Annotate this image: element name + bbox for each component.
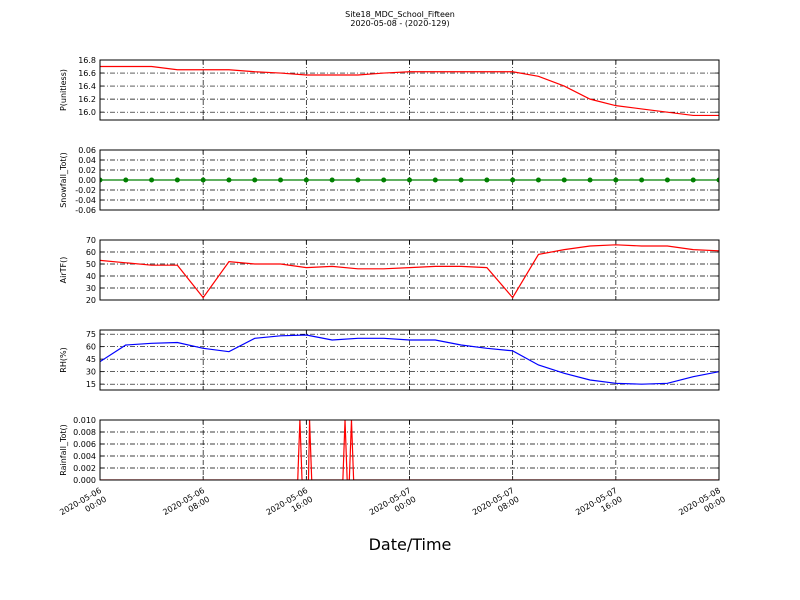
- y-tick-label: 75: [86, 330, 96, 339]
- y-tick-label: 50: [86, 260, 96, 269]
- data-line: [100, 65, 719, 117]
- y-axis-label: AirTF(): [59, 257, 68, 284]
- y-tick-label: 16.0: [78, 108, 96, 117]
- data-point: [587, 177, 593, 183]
- y-axis-label: RH(%): [59, 347, 68, 372]
- data-point: [226, 177, 232, 183]
- y-tick-label: 0.06: [78, 146, 96, 155]
- data-point: [561, 177, 567, 183]
- axes-frame: [99, 239, 720, 301]
- plot-area: [100, 177, 719, 183]
- y-axis-label: Rainfall_Tot(): [59, 424, 68, 476]
- data-point: [252, 177, 258, 183]
- y-tick-label: -0.04: [75, 196, 96, 205]
- data-line: [100, 244, 719, 299]
- y-axis-label: Snowfall_Tot(): [59, 152, 68, 208]
- y-tick-label: 16.6: [78, 69, 96, 78]
- data-point: [664, 177, 670, 183]
- y-axis-label: P(unitless): [59, 69, 68, 111]
- axes-frame: [99, 419, 720, 481]
- y-tick-label: 0.002: [73, 464, 96, 473]
- y-tick-label: 0.00: [78, 176, 96, 185]
- data-point: [123, 177, 129, 183]
- y-tick-label: 20: [86, 296, 96, 305]
- data-point: [303, 177, 309, 183]
- data-point: [100, 177, 103, 183]
- y-tick-label: 16.8: [78, 56, 96, 65]
- data-point: [278, 177, 284, 183]
- chart-subtitle: 2020-05-08 - (2020-129): [350, 19, 449, 28]
- y-tick-label: 30: [86, 368, 96, 377]
- data-point: [432, 177, 438, 183]
- y-tick-label: 0.008: [73, 428, 96, 437]
- axes-frame: [99, 149, 720, 211]
- y-tick-label: 16.4: [78, 82, 96, 91]
- data-point: [535, 177, 541, 183]
- y-tick-label: 0.04: [78, 156, 96, 165]
- data-point: [174, 177, 180, 183]
- data-point: [458, 177, 464, 183]
- data-point: [639, 177, 645, 183]
- plot-area: [100, 420, 719, 480]
- y-tick-label: 0.006: [73, 440, 96, 449]
- data-line: [100, 420, 719, 480]
- data-point: [329, 177, 335, 183]
- y-tick-label: 40: [86, 272, 96, 281]
- data-point: [690, 177, 696, 183]
- data-point: [613, 177, 619, 183]
- y-tick-label: 70: [86, 236, 96, 245]
- data-point: [407, 177, 412, 183]
- y-tick-label: 0.000: [73, 476, 96, 485]
- y-tick-label: 60: [86, 248, 96, 257]
- data-point: [716, 177, 719, 183]
- y-tick-label: 0.010: [73, 416, 96, 425]
- axes-frame: [99, 329, 720, 391]
- y-tick-label: -0.02: [75, 186, 96, 195]
- y-tick-label: 45: [86, 355, 96, 364]
- y-tick-label: 60: [86, 343, 96, 352]
- y-tick-label: 15: [86, 380, 96, 389]
- data-point: [200, 177, 206, 183]
- y-tick-label: 30: [86, 284, 96, 293]
- plot-area: [100, 244, 719, 299]
- chart-title: Site18_MDC_School_Fifteen: [345, 10, 455, 19]
- y-tick-label: 0.02: [78, 166, 96, 175]
- x-axis-label: Date/Time: [369, 535, 452, 554]
- data-point: [484, 177, 490, 183]
- plot-area: [100, 65, 719, 117]
- data-point: [149, 177, 155, 183]
- data-line: [100, 334, 719, 385]
- plot-area: [100, 334, 719, 385]
- data-point: [355, 177, 361, 183]
- axes-frame: [99, 59, 720, 121]
- data-point: [510, 177, 516, 183]
- y-tick-label: -0.06: [75, 206, 96, 215]
- y-tick-label: 0.004: [73, 452, 96, 461]
- y-tick-label: 16.2: [78, 95, 96, 104]
- data-point: [381, 177, 387, 183]
